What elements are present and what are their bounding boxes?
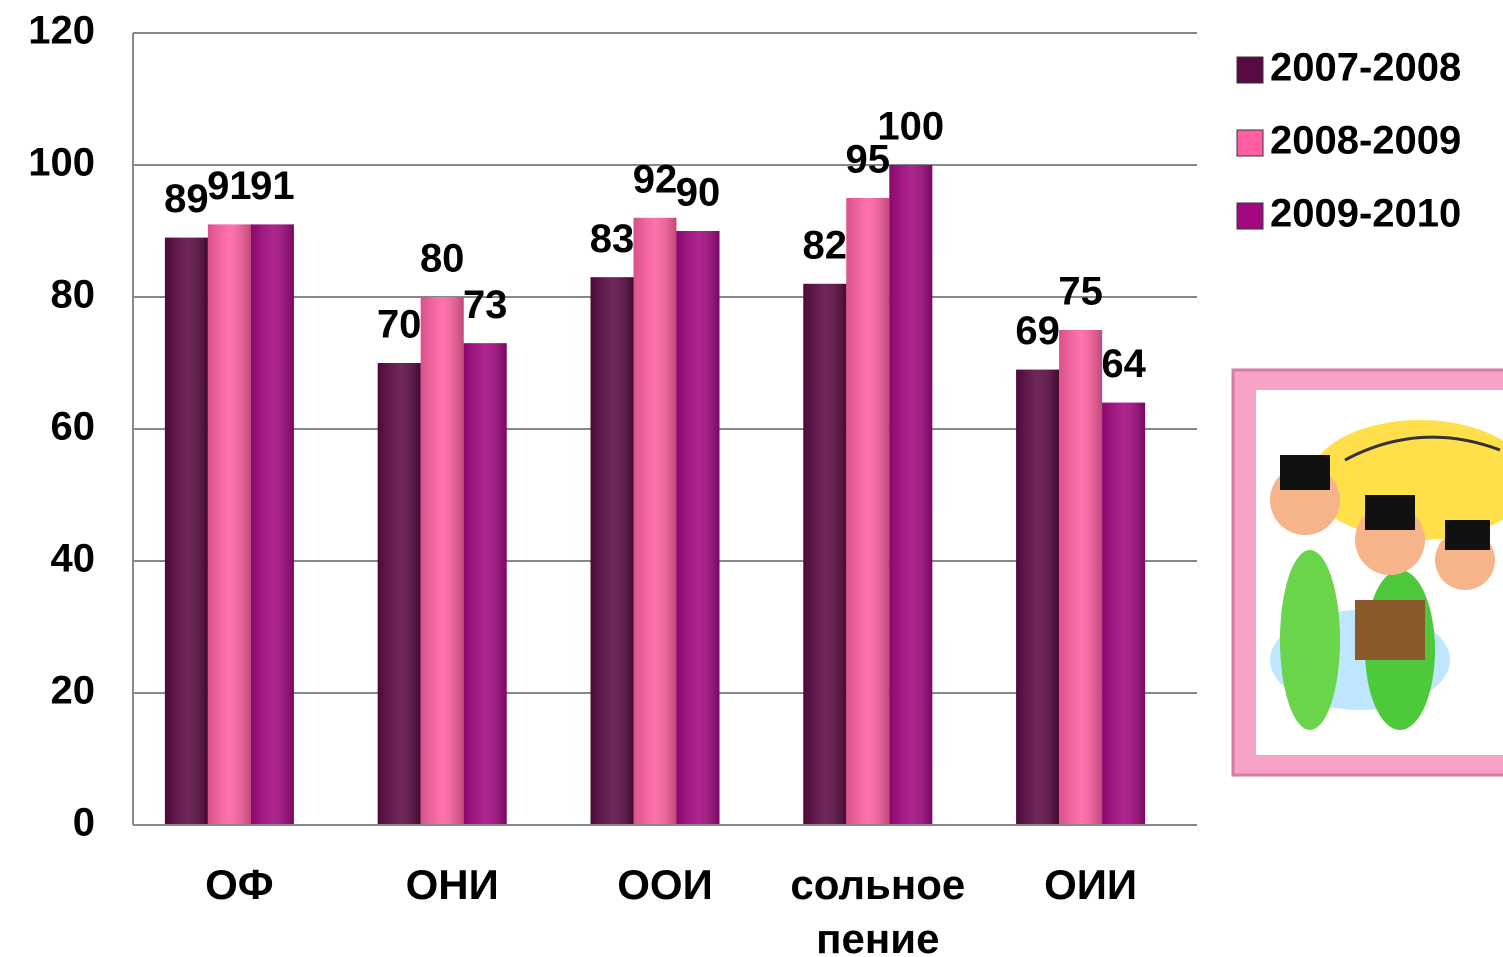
data-label: 73 — [463, 283, 508, 327]
bar-shade — [420, 297, 464, 825]
bar-shade — [463, 343, 507, 825]
data-label: 100 — [877, 105, 944, 149]
data-label: 64 — [1101, 342, 1146, 386]
bar-group — [1059, 330, 1103, 825]
x-tick-label: ОНИ — [405, 861, 499, 908]
legend-label: 2009-2010 — [1270, 192, 1461, 236]
data-label: 80 — [420, 237, 465, 281]
bar-shade — [250, 224, 294, 825]
bar-shade — [676, 231, 720, 825]
legend-label: 2007-2008 — [1270, 46, 1461, 90]
data-label: 92 — [633, 157, 678, 201]
bar-shade — [1102, 402, 1146, 825]
bar-group — [846, 198, 890, 825]
bar-shade — [207, 224, 251, 825]
y-tick-label: 40 — [51, 537, 96, 581]
data-label: 95 — [846, 138, 891, 182]
data-label: 83 — [590, 217, 635, 261]
bar-shade — [803, 283, 847, 825]
bar-group — [164, 237, 208, 826]
bar-group — [250, 224, 294, 825]
bar-group — [463, 343, 507, 825]
bar-group — [803, 283, 847, 825]
bar-group — [207, 224, 251, 825]
data-label: 91 — [250, 164, 295, 208]
bar-group — [633, 217, 677, 826]
bar-group — [420, 297, 464, 825]
data-label: 89 — [164, 177, 209, 221]
y-tick-label: 0 — [73, 801, 95, 845]
bar-group — [889, 165, 933, 825]
bar-shade — [1016, 369, 1060, 825]
x-tick-label: сольное пение — [790, 861, 966, 957]
y-tick-label: 20 — [51, 669, 96, 713]
x-tick-label: ОФ — [205, 861, 274, 908]
bar-group — [1102, 402, 1146, 825]
bar-group — [377, 363, 421, 825]
data-label: 90 — [676, 171, 721, 215]
legend-swatch — [1236, 202, 1264, 230]
data-label: 69 — [1015, 309, 1060, 353]
illustration — [1231, 368, 1503, 777]
y-tick-label: 120 — [28, 9, 95, 53]
y-tick-label: 60 — [51, 405, 96, 449]
y-tick-label: 80 — [51, 273, 96, 317]
legend-swatch — [1236, 129, 1264, 157]
bar-shade — [633, 217, 677, 826]
data-label: 82 — [803, 223, 848, 267]
bar-shade — [164, 237, 208, 826]
data-label: 75 — [1058, 270, 1103, 314]
bar-shade — [590, 277, 634, 825]
y-tick-label: 100 — [28, 141, 95, 185]
legend-label: 2008-2009 — [1270, 119, 1461, 163]
bar-shade — [846, 198, 890, 825]
bar-group — [590, 277, 634, 825]
bar-shade — [377, 363, 421, 825]
bar-shade — [1059, 330, 1103, 825]
x-tick-label: ООИ — [617, 861, 713, 908]
bar-group — [676, 231, 720, 825]
bar-group — [1016, 369, 1060, 825]
x-tick-label: ОИИ — [1044, 861, 1138, 908]
data-label: 91 — [207, 164, 252, 208]
bar-shade — [889, 165, 933, 825]
data-label: 70 — [377, 303, 422, 347]
legend-swatch — [1236, 56, 1264, 84]
